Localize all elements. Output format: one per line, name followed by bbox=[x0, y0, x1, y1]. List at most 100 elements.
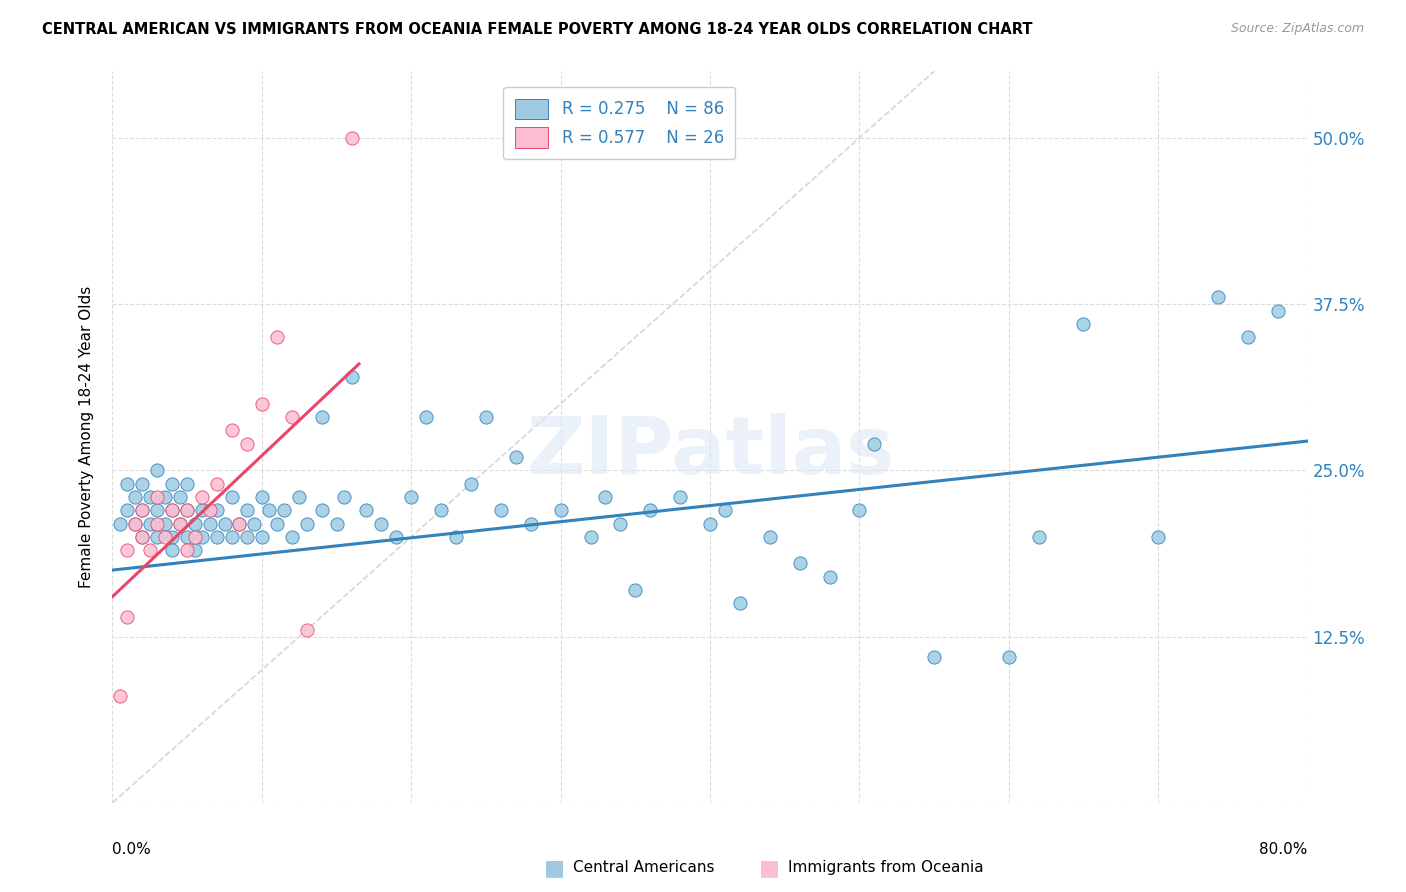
Point bbox=[214, 516, 236, 531]
Point bbox=[191, 503, 214, 517]
Point bbox=[162, 503, 183, 517]
Point bbox=[998, 649, 1021, 664]
Point bbox=[191, 530, 214, 544]
Point bbox=[714, 503, 737, 517]
Point bbox=[430, 503, 453, 517]
Point bbox=[162, 530, 183, 544]
Point bbox=[169, 516, 191, 531]
Point bbox=[131, 476, 153, 491]
Point bbox=[236, 503, 259, 517]
Point bbox=[415, 410, 437, 425]
Point bbox=[250, 530, 273, 544]
Point bbox=[340, 370, 363, 384]
Point bbox=[183, 530, 205, 544]
Point bbox=[169, 490, 191, 504]
Point bbox=[295, 623, 318, 637]
Point bbox=[176, 503, 198, 517]
Point bbox=[333, 490, 356, 504]
Point bbox=[243, 516, 266, 531]
Point bbox=[139, 543, 162, 558]
Point bbox=[863, 436, 886, 450]
Point bbox=[1028, 530, 1050, 544]
Point bbox=[699, 516, 721, 531]
Point bbox=[444, 530, 467, 544]
Point bbox=[176, 503, 198, 517]
Point bbox=[198, 516, 221, 531]
Point bbox=[162, 476, 183, 491]
Point bbox=[124, 516, 146, 531]
Point bbox=[183, 543, 205, 558]
Text: 0.0%: 0.0% bbox=[112, 842, 152, 856]
Point bbox=[146, 516, 169, 531]
Point bbox=[385, 530, 408, 544]
Point bbox=[153, 530, 176, 544]
Point bbox=[759, 530, 782, 544]
Point bbox=[139, 516, 162, 531]
Point bbox=[356, 503, 378, 517]
Point bbox=[460, 476, 482, 491]
Point bbox=[640, 503, 662, 517]
Text: ■: ■ bbox=[544, 858, 565, 878]
Point bbox=[340, 131, 363, 145]
Point bbox=[489, 503, 512, 517]
Point bbox=[131, 503, 153, 517]
Y-axis label: Female Poverty Among 18-24 Year Olds: Female Poverty Among 18-24 Year Olds bbox=[79, 286, 94, 588]
Point bbox=[281, 410, 304, 425]
Point bbox=[579, 530, 602, 544]
Point bbox=[146, 530, 169, 544]
Point bbox=[1147, 530, 1170, 544]
Text: Immigrants from Oceania: Immigrants from Oceania bbox=[787, 860, 983, 875]
Point bbox=[117, 609, 139, 624]
Point bbox=[191, 490, 214, 504]
Text: CENTRAL AMERICAN VS IMMIGRANTS FROM OCEANIA FEMALE POVERTY AMONG 18-24 YEAR OLDS: CENTRAL AMERICAN VS IMMIGRANTS FROM OCEA… bbox=[42, 22, 1032, 37]
Point bbox=[205, 503, 228, 517]
Legend: R = 0.275    N = 86, R = 0.577    N = 26: R = 0.275 N = 86, R = 0.577 N = 26 bbox=[503, 87, 735, 160]
Point bbox=[1206, 290, 1229, 304]
Point bbox=[505, 450, 527, 464]
Point bbox=[520, 516, 543, 531]
Point bbox=[131, 530, 153, 544]
Point bbox=[146, 463, 169, 477]
Point bbox=[609, 516, 631, 531]
Point bbox=[325, 516, 347, 531]
Point bbox=[669, 490, 692, 504]
Text: ■: ■ bbox=[759, 858, 780, 878]
Point bbox=[250, 490, 273, 504]
Point bbox=[281, 530, 304, 544]
Point bbox=[117, 476, 139, 491]
Text: 80.0%: 80.0% bbox=[1260, 842, 1308, 856]
Point bbox=[273, 503, 295, 517]
Text: ZIPatlas: ZIPatlas bbox=[526, 413, 894, 491]
Point bbox=[124, 516, 146, 531]
Point bbox=[221, 530, 243, 544]
Point bbox=[266, 516, 288, 531]
Point bbox=[259, 503, 281, 517]
Point bbox=[624, 582, 647, 597]
Point bbox=[176, 543, 198, 558]
Point bbox=[153, 516, 176, 531]
Point bbox=[236, 530, 259, 544]
Point bbox=[176, 476, 198, 491]
Point bbox=[169, 516, 191, 531]
Point bbox=[550, 503, 572, 517]
Point bbox=[131, 503, 153, 517]
Point bbox=[162, 543, 183, 558]
Point bbox=[162, 503, 183, 517]
Point bbox=[108, 516, 131, 531]
Point bbox=[311, 503, 333, 517]
Point bbox=[183, 516, 205, 531]
Point bbox=[228, 516, 250, 531]
Point bbox=[1237, 330, 1260, 344]
Point bbox=[198, 503, 221, 517]
Point bbox=[176, 530, 198, 544]
Point bbox=[295, 516, 318, 531]
Point bbox=[1073, 317, 1095, 331]
Point bbox=[228, 516, 250, 531]
Point bbox=[205, 530, 228, 544]
Point bbox=[311, 410, 333, 425]
Text: Source: ZipAtlas.com: Source: ZipAtlas.com bbox=[1230, 22, 1364, 36]
Point bbox=[250, 397, 273, 411]
Point bbox=[146, 490, 169, 504]
Point bbox=[595, 490, 617, 504]
Point bbox=[221, 490, 243, 504]
